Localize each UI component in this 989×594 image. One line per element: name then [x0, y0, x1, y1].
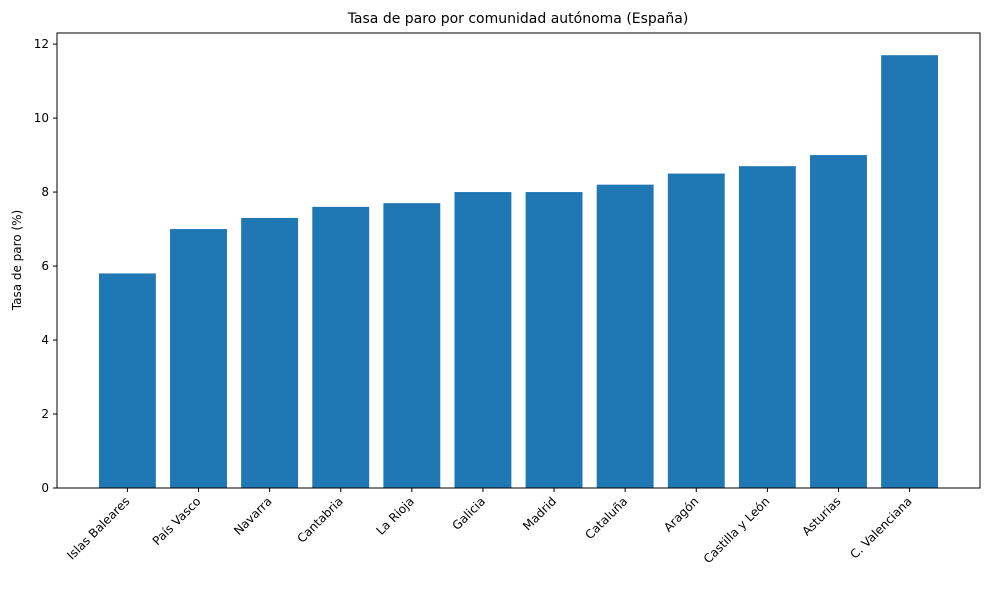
x-tick-label: Islas Baleares	[64, 494, 132, 562]
y-tick-label: 6	[41, 259, 49, 273]
y-tick-label: 10	[34, 111, 49, 125]
x-tick-label: Galicia	[449, 494, 488, 533]
x-tick-label: Asturias	[799, 494, 843, 538]
bar	[596, 184, 654, 488]
x-tick-label: Cataluña	[582, 494, 630, 542]
bar	[98, 273, 156, 488]
y-tick-label: 8	[41, 185, 49, 199]
bar	[170, 229, 227, 488]
chart-title: Tasa de paro por comunidad autónoma (Esp…	[347, 11, 689, 27]
x-tick-label: La Rioja	[373, 494, 417, 538]
y-tick-label: 4	[41, 333, 49, 347]
bar	[738, 166, 796, 489]
x-tick-label: Navarra	[231, 494, 275, 538]
y-tick-label: 0	[41, 481, 49, 495]
bar	[881, 55, 939, 488]
bar	[383, 203, 441, 488]
x-tick-label: C. Valenciana	[847, 494, 914, 561]
x-tick-label: Cantabria	[294, 494, 345, 545]
bar	[454, 192, 512, 488]
x-tick-label: País Vasco	[150, 494, 204, 548]
plot-frame	[56, 32, 981, 489]
y-axis-label: Tasa de paro (%)	[10, 210, 24, 312]
y-tick-label: 12	[34, 37, 49, 51]
bar	[312, 206, 370, 488]
bar	[525, 192, 583, 488]
bar	[667, 173, 725, 489]
y-tick-label: 2	[41, 407, 49, 421]
x-tick-label: Madrid	[520, 494, 559, 533]
x-tick-label: Aragón	[661, 494, 701, 534]
x-tick-label: Castilla y León	[701, 494, 773, 566]
bar	[810, 155, 867, 488]
bar	[241, 217, 299, 488]
